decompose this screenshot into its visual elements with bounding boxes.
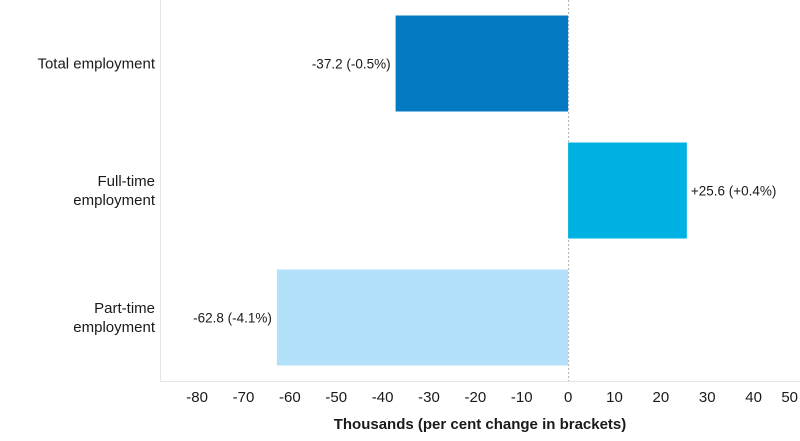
- x-tick-label-0: -80: [186, 389, 208, 406]
- data-labels-group: -37.2 (-0.5%) +25.6 (+0.4%) -62.8 (-4.1%): [193, 57, 776, 326]
- category-label-1-0: Full-time: [97, 173, 155, 190]
- x-tick-label-12: 40: [745, 389, 762, 406]
- bar-0: [395, 15, 569, 112]
- x-tick-label-3: -50: [325, 389, 347, 406]
- x-tick-label-5: -30: [418, 389, 440, 406]
- data-label-0: -37.2 (-0.5%): [312, 57, 391, 72]
- x-axis-title: Thousands (per cent change in brackets): [334, 416, 627, 433]
- x-tick-label-13: 50: [781, 389, 798, 406]
- x-tick-label-4: -40: [372, 389, 394, 406]
- category-label-0-0: Total employment: [37, 56, 155, 73]
- x-tick-label-9: 10: [606, 389, 623, 406]
- category-label-1-1: employment: [73, 192, 156, 209]
- bars-group: [276, 15, 687, 366]
- data-label-2: -62.8 (-4.1%): [193, 311, 272, 326]
- x-tick-labels-group: -80 -70 -60 -50 -40 -30 -20 -10 0 10 20 30 40 50: [186, 389, 798, 406]
- x-tick-label-2: -60: [279, 389, 301, 406]
- x-tick-label-11: 30: [699, 389, 716, 406]
- category-label-2-1: employment: [73, 319, 156, 336]
- x-tick-label-8: 0: [564, 389, 572, 406]
- x-tick-label-7: -10: [511, 389, 533, 406]
- category-labels-group: Total employment Full-time employment Part-…: [37, 56, 155, 337]
- bar-2: [276, 269, 569, 366]
- category-label-2-0: Part-time: [94, 300, 155, 317]
- x-tick-label-1: -70: [233, 389, 255, 406]
- data-label-1: +25.6 (+0.4%): [691, 184, 777, 199]
- bar-1: [568, 142, 687, 239]
- x-tick-label-6: -20: [465, 389, 487, 406]
- x-tick-label-10: 20: [653, 389, 670, 406]
